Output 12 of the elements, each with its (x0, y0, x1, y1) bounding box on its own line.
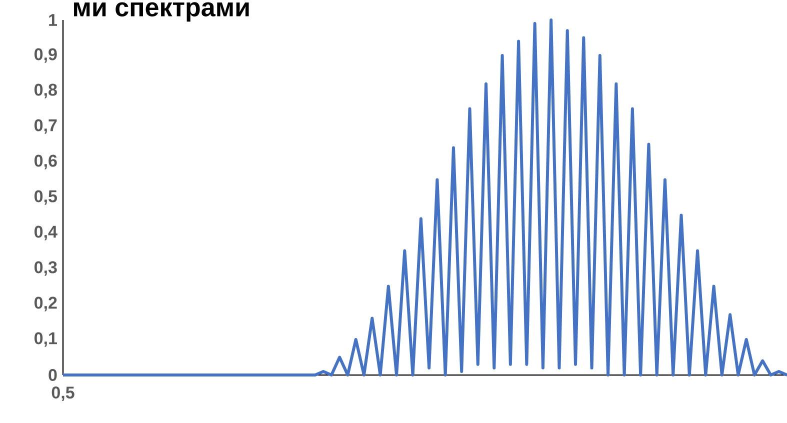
y-tick-label: 0,4 (34, 226, 58, 240)
y-tick-label: 0,6 (34, 154, 57, 170)
y-tick-label: 0,2 (34, 296, 57, 312)
y-tick-label: 0,1 (34, 332, 57, 347)
y-tick-label: 1 (49, 14, 57, 26)
y-tick-label: 0,9 (34, 48, 57, 63)
chart-title: ми спектрами (74, 2, 249, 22)
y-tick-label: 0,8 (34, 84, 57, 98)
y-tick-label: 0,3 (34, 261, 57, 276)
y-tick-label: 0 (48, 368, 57, 382)
y-tick-label: 0,5 (34, 190, 57, 205)
y-tick-label: 0,7 (34, 119, 57, 134)
